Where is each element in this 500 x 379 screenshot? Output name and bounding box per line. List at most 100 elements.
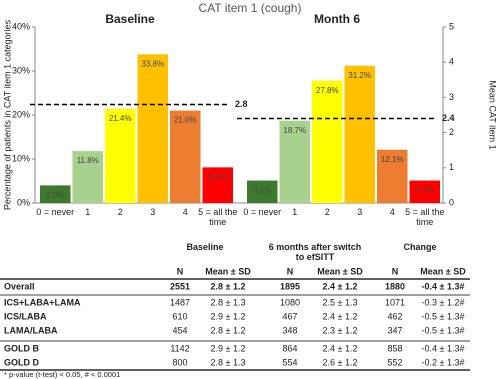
x-tick-label: 5 = all the time <box>198 207 238 227</box>
table-cell: 2.8 ± 1.3 <box>211 297 246 307</box>
chart-title: CAT item 1 (cough) <box>199 1 302 15</box>
table-cell: 2.9 ± 1.2 <box>211 343 246 353</box>
table-row-label: Overall <box>4 281 35 291</box>
table-cell: 2551 <box>170 281 190 291</box>
value-label: 21.4% <box>109 114 132 123</box>
y2-tick-label: 2 <box>449 127 454 137</box>
table-cell: 1895 <box>280 281 300 291</box>
x-tick-label-box: 5 = all the time <box>405 207 445 227</box>
value-label: 27.8% <box>316 86 339 95</box>
value-label: 11.8% <box>77 156 99 165</box>
table-group-header-box: Baseline <box>186 242 224 252</box>
table-subheader: Mean ± SD <box>420 266 466 276</box>
table-row-label: GOLD D <box>4 357 39 367</box>
x-tick-label-box: 2 <box>324 207 330 217</box>
table-cell: 2.6 ± 1.2 <box>323 357 358 367</box>
table-subheader: N <box>392 266 399 276</box>
y2-tick-label: 1 <box>449 162 454 172</box>
table-group-header: Change <box>403 242 437 252</box>
x-tick-label: 5 = all the time <box>405 207 445 227</box>
table-cell: 2.4 ± 1.2 <box>323 311 358 321</box>
table-cell: 2.3 ± 1.2 <box>323 325 358 335</box>
mean-label: 2.4 <box>442 113 455 123</box>
y2-tick-label: 5 <box>449 21 454 31</box>
y-tick-label: 0% <box>17 197 30 207</box>
panel-title: Month 6 <box>314 12 360 26</box>
table-cell: 462 <box>387 311 402 321</box>
y-tick-label: 40% <box>12 21 30 31</box>
x-tick-label-box: 4 <box>183 207 188 217</box>
table-subheader: Mean ± SD <box>205 266 251 276</box>
x-tick-label: 2 <box>324 207 330 217</box>
table-subheader: N <box>287 266 294 276</box>
value-label: 33.8% <box>141 59 164 68</box>
table-group-header-box: Change <box>403 242 437 252</box>
bar <box>344 65 375 203</box>
x-tick-label-box: 2 <box>118 207 123 217</box>
value-label: 12.1% <box>381 155 404 164</box>
table-row-label: ICS+LABA+LAMA <box>4 297 81 307</box>
value-label: 8.1% <box>209 172 227 181</box>
table-cell: 2.5 ± 1.3 <box>323 297 358 307</box>
table-cell: 2.8 ± 1.2 <box>211 325 246 335</box>
table-cell: 347 <box>387 325 402 335</box>
y-axis-label: Percentage of patients in CAT item 1 cat… <box>2 19 12 210</box>
x-tick-label: 1 <box>292 207 298 217</box>
x-tick-label-box: 4 <box>389 207 395 217</box>
x-tick-label: 1 <box>85 207 91 217</box>
bar <box>279 120 310 203</box>
table-cell: 2.4 ± 1.2 <box>323 281 358 291</box>
value-label: 31.2% <box>348 71 371 80</box>
x-tick-label-box: 5 = all the time <box>198 207 238 227</box>
x-tick-label-box: 0 = never <box>36 207 75 217</box>
table-cell: 800 <box>172 357 187 367</box>
bar <box>202 167 233 203</box>
table-cell: 554 <box>282 357 297 367</box>
x-tick-label: 0 = never <box>36 207 75 217</box>
table-row-label: ICS/LABA <box>4 311 47 321</box>
y2-tick-label: 0 <box>449 197 454 207</box>
x-tick-label-box: 1 <box>85 207 91 217</box>
table-subheader: N <box>177 266 184 276</box>
table-cell: -0.5 ± 1.3# <box>422 311 465 321</box>
table-cell: 552 <box>387 357 402 367</box>
table-cell: 2.8 ± 1.3 <box>211 357 246 367</box>
bar <box>137 54 168 203</box>
y-tick-label: 30% <box>12 65 30 75</box>
y2-axis-label: Mean CAT item 1 <box>488 80 498 149</box>
table-group-header: 6 months after switch to efSITT <box>268 242 362 262</box>
table-cell: 2.4 ± 1.2 <box>323 343 358 353</box>
y-tick-label: 20% <box>12 109 30 119</box>
x-tick-label: 3 <box>150 207 156 217</box>
bar <box>312 80 343 203</box>
x-tick-label: 3 <box>357 207 363 217</box>
value-label: 5.1% <box>416 186 434 195</box>
table-cell: 1487 <box>170 297 190 307</box>
table-cell: -0.5 ± 1.3# <box>422 325 465 335</box>
mean-label: 2.8 <box>235 99 248 109</box>
value-label: 18.7% <box>283 126 306 135</box>
bar <box>247 180 278 203</box>
bar <box>409 180 440 203</box>
x-tick-label-box: 3 <box>357 207 363 217</box>
table-cell: 348 <box>282 325 297 335</box>
table-cell: -0.2 ± 1.3# <box>422 357 465 367</box>
table-cell: 1071 <box>385 297 405 307</box>
table-row-label: LAMA/LABA <box>4 325 58 335</box>
table-cell: 858 <box>387 343 402 353</box>
table-cell: 467 <box>282 311 297 321</box>
bar <box>170 110 201 203</box>
x-tick-label: 0 = never <box>243 207 282 217</box>
table-group-header: Baseline <box>186 242 224 252</box>
y-tick-label: 10% <box>12 153 30 163</box>
x-tick-label: 4 <box>389 207 395 217</box>
bar <box>105 108 136 203</box>
value-label: 4.0% <box>46 191 64 200</box>
x-tick-label-box: 0 = never <box>243 207 282 217</box>
table-cell: -0.4 ± 1.3# <box>422 281 465 291</box>
table-cell: 2.9 ± 1.2 <box>211 311 246 321</box>
y2-tick-label: 3 <box>449 92 454 102</box>
table-cell: 2.8 ± 1.2 <box>211 281 246 291</box>
